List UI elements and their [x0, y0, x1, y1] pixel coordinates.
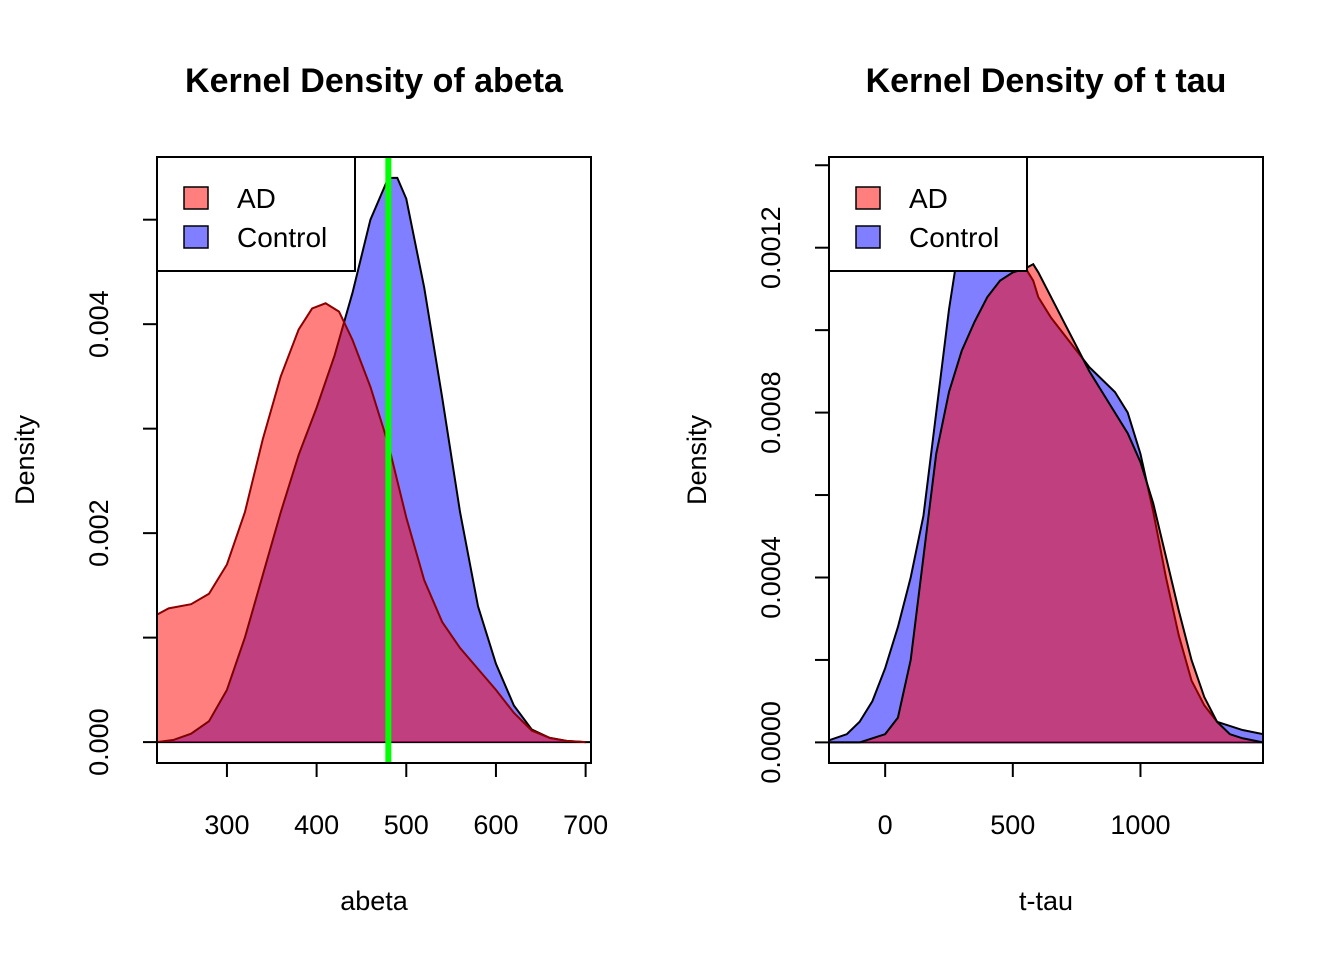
y-tick-label: 0.0012 — [756, 206, 786, 289]
legend-label-ad: AD — [237, 183, 276, 214]
ttau-density-panel: Kernel Density of t tau t-tau Density 0 5… — [682, 62, 1264, 916]
y-axis-label: Density — [682, 414, 712, 505]
density-curve-ad — [157, 302, 586, 744]
y-tick-label: 0.002 — [84, 499, 114, 567]
x-tick-label: 1000 — [1110, 810, 1170, 840]
y-tick-label: 0.0008 — [756, 371, 786, 454]
density-area-ad — [157, 303, 586, 743]
legend-label-control: Control — [237, 222, 327, 253]
legend-box — [828, 156, 1028, 272]
y-axis-label: Density — [10, 414, 40, 505]
x-tick-label: 400 — [294, 810, 339, 840]
legend-swatch-control — [855, 225, 881, 249]
x-tick-label: 700 — [563, 810, 608, 840]
legend-swatch-ad — [183, 186, 209, 210]
legend: AD Control — [156, 156, 356, 272]
chart-title: Kernel Density of t tau — [866, 62, 1227, 100]
abeta-density-panel: Kernel Density of abeta abeta Density 30… — [10, 62, 608, 916]
legend-box — [156, 156, 356, 272]
y-tick-label: 0.004 — [84, 290, 114, 358]
x-tick-label: 300 — [204, 810, 249, 840]
legend-swatch-ad — [855, 186, 881, 210]
legend-swatch-control — [183, 225, 209, 249]
legend: AD Control — [828, 156, 1028, 272]
x-tick-label: 600 — [473, 810, 518, 840]
y-tick-label: 0.000 — [84, 708, 114, 776]
plot-area: 0 500 1000 0.0000 0.0004 0.0008 0.0012 — [756, 156, 1264, 840]
density-area-ad — [829, 264, 1263, 743]
x-axis-label: t-tau — [1019, 886, 1073, 916]
x-axis-label: abeta — [340, 886, 409, 916]
legend-label-control: Control — [909, 222, 999, 253]
plot-area: 300 400 500 600 700 0.000 0.002 0.004 — [84, 156, 608, 840]
y-tick-label: 0.0000 — [756, 701, 786, 784]
x-tick-label: 500 — [384, 810, 429, 840]
y-tick-label: 0.0004 — [756, 536, 786, 619]
chart-title: Kernel Density of abeta — [185, 62, 564, 100]
x-tick-label: 0 — [878, 810, 893, 840]
legend-label-ad: AD — [909, 183, 948, 214]
density-curve-ad — [829, 262, 1263, 744]
x-tick-label: 500 — [990, 810, 1035, 840]
